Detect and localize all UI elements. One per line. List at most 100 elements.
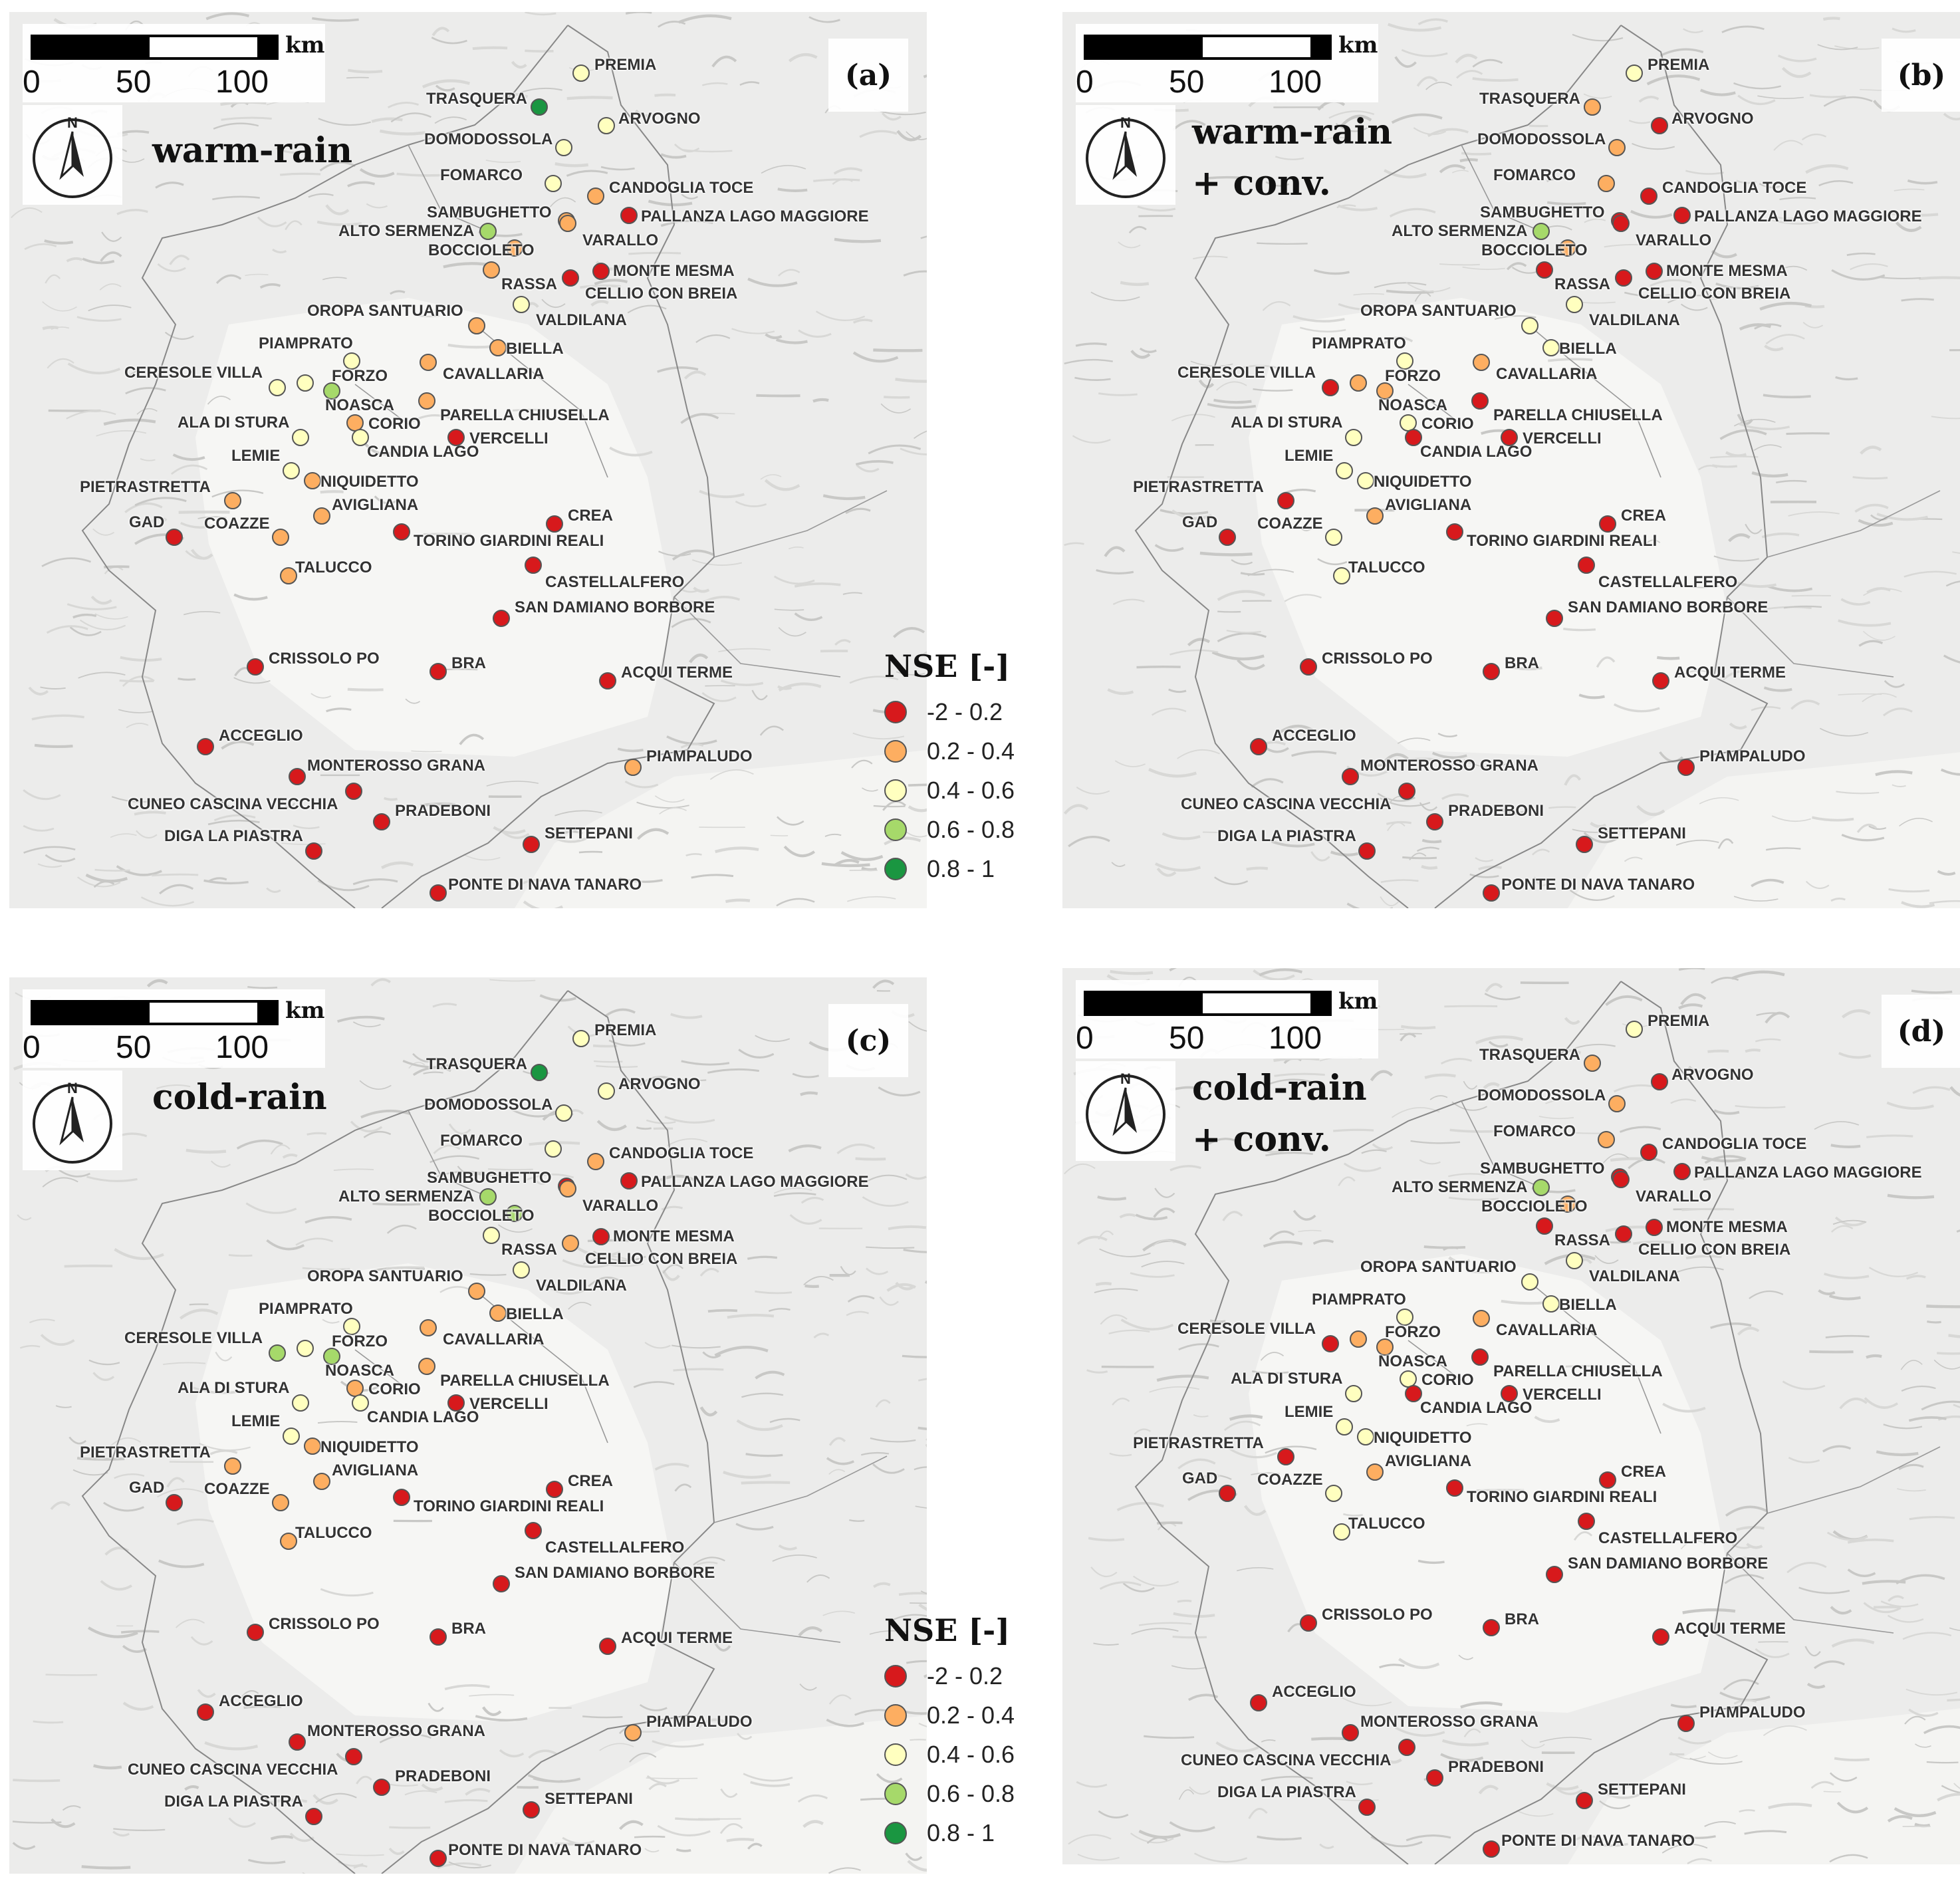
station-label: ACCEGLIO	[219, 727, 303, 745]
station-marker	[1405, 429, 1422, 446]
station-marker	[1396, 1309, 1413, 1326]
station-label: PALLANZA LAGO MAGGIORE	[641, 207, 869, 225]
station-marker	[1345, 1385, 1362, 1402]
station-marker	[1350, 374, 1367, 392]
station-marker	[313, 1473, 330, 1490]
station-label: CREA	[568, 1472, 614, 1490]
station-label: SAMBUGHETTO	[427, 1169, 552, 1187]
station-label: ACQUI TERME	[1674, 1620, 1786, 1638]
station-marker	[592, 263, 610, 280]
scale-tick-label: 0	[23, 1030, 41, 1065]
station-label: SETTEPANI	[1598, 824, 1686, 842]
station-marker	[313, 507, 330, 525]
svg-text:N: N	[67, 1080, 78, 1096]
station-label: LEMIE	[231, 1412, 281, 1430]
station-label: COAZZE	[204, 515, 270, 533]
station-label: VERCELLI	[1523, 1386, 1602, 1404]
legend-swatch	[884, 700, 907, 723]
station-marker	[1322, 379, 1339, 396]
scale-bar: km 0 50 100	[1076, 24, 1378, 102]
station-label: VARALLO	[1636, 1188, 1712, 1205]
station-marker	[493, 610, 510, 627]
terrain-relief	[1063, 17, 1960, 908]
station-label: OROPA SANTUARIO	[1360, 302, 1517, 320]
map-panel-d: km 0 50 100 N (d) cold-rain + conv. PREMIA TRAS…	[1062, 968, 1960, 1864]
station-label: DIGA LA PIASTRA	[164, 827, 303, 845]
station-marker	[1483, 1619, 1500, 1636]
legend-swatch	[884, 739, 907, 763]
station-marker	[297, 374, 314, 392]
station-marker	[429, 663, 447, 680]
station-label: BOCCIOLETO	[428, 1207, 535, 1225]
station-marker	[1325, 529, 1342, 546]
station-label: AVIGLIANA	[332, 496, 419, 514]
station-label: CERESOLE VILLA	[1177, 1320, 1316, 1338]
svg-text:N: N	[67, 114, 78, 131]
station-label: TALUCCO	[1348, 559, 1425, 576]
station-label: PREMIA	[594, 1021, 657, 1039]
scale-tick-label: 50	[1169, 64, 1205, 100]
station-marker	[352, 429, 369, 446]
legend-swatch	[884, 1782, 907, 1805]
station-label: DOMODOSSOLA	[424, 1096, 553, 1114]
station-marker	[1559, 1195, 1576, 1213]
station-label: PREMIA	[1648, 1012, 1710, 1030]
station-marker	[1219, 529, 1236, 546]
station-label: ACCEGLIO	[1272, 727, 1356, 745]
station-marker	[513, 1261, 530, 1279]
scale-unit: km	[1338, 988, 1378, 1015]
station-label: VALDILANA	[1589, 1267, 1680, 1285]
scale-tick-label: 100	[215, 1030, 269, 1065]
station-marker	[1366, 1463, 1384, 1481]
station-marker	[1446, 523, 1463, 541]
station-label: CASTELLALFERO	[545, 573, 685, 591]
station-marker	[531, 98, 548, 116]
station-marker	[1626, 64, 1643, 82]
legend-title: NSE [-]	[884, 1612, 1010, 1648]
station-marker	[304, 472, 321, 489]
station-label: TRASQUERA	[426, 1055, 528, 1073]
station-label: PRADEBONI	[1448, 802, 1544, 820]
station-label: TALUCCO	[1348, 1515, 1425, 1533]
station-label: MONTE MESMA	[1666, 1218, 1788, 1236]
scheme-label: cold-rain	[152, 1077, 327, 1118]
station-label: TALUCCO	[295, 559, 372, 576]
station-label: ACCEGLIO	[219, 1692, 303, 1710]
station-label: GAD	[1182, 1469, 1218, 1487]
scale-tick-label: 50	[1169, 1021, 1205, 1056]
station-marker	[1576, 1792, 1593, 1809]
legend-label: 0.8 - 1	[927, 854, 995, 882]
station-marker	[197, 1703, 214, 1721]
station-label: MONTEROSSO GRANA	[307, 757, 486, 775]
station-marker	[1576, 836, 1593, 853]
station-label: PONTE DI NAVA TANARO	[448, 876, 642, 894]
station-marker	[447, 1394, 465, 1412]
station-marker	[283, 1428, 300, 1445]
station-marker	[1336, 1418, 1353, 1436]
station-label: DOMODOSSOLA	[424, 130, 553, 148]
station-marker	[429, 1628, 447, 1646]
north-arrow: N	[23, 105, 122, 205]
station-label: OROPA SANTUARIO	[1360, 1258, 1517, 1276]
station-label: PIAMPRATO	[259, 334, 353, 352]
station-marker	[224, 492, 241, 509]
station-label: MONTE MESMA	[613, 1227, 735, 1245]
station-marker	[1336, 462, 1353, 479]
station-label: SAN DAMIANO BORBORE	[515, 1564, 715, 1582]
station-label: TALUCCO	[295, 1524, 372, 1542]
station-marker	[292, 429, 309, 446]
panel-letter: (b)	[1882, 39, 1960, 112]
legend-item: -2 - 0.2	[884, 1656, 1044, 1695]
station-marker	[1483, 1840, 1500, 1858]
scale-tick-label: 100	[1269, 1021, 1322, 1056]
station-label: PALLANZA LAGO MAGGIORE	[641, 1173, 869, 1191]
station-marker	[1584, 98, 1601, 116]
station-label: PIETRASTRETTA	[80, 478, 211, 496]
station-marker	[1646, 1219, 1663, 1236]
scale-tick-label: 100	[1269, 64, 1322, 100]
station-marker	[1300, 658, 1317, 676]
station-marker	[598, 117, 615, 134]
station-marker	[297, 1340, 314, 1357]
station-marker	[429, 1850, 447, 1867]
svg-text:N: N	[1120, 1070, 1131, 1087]
